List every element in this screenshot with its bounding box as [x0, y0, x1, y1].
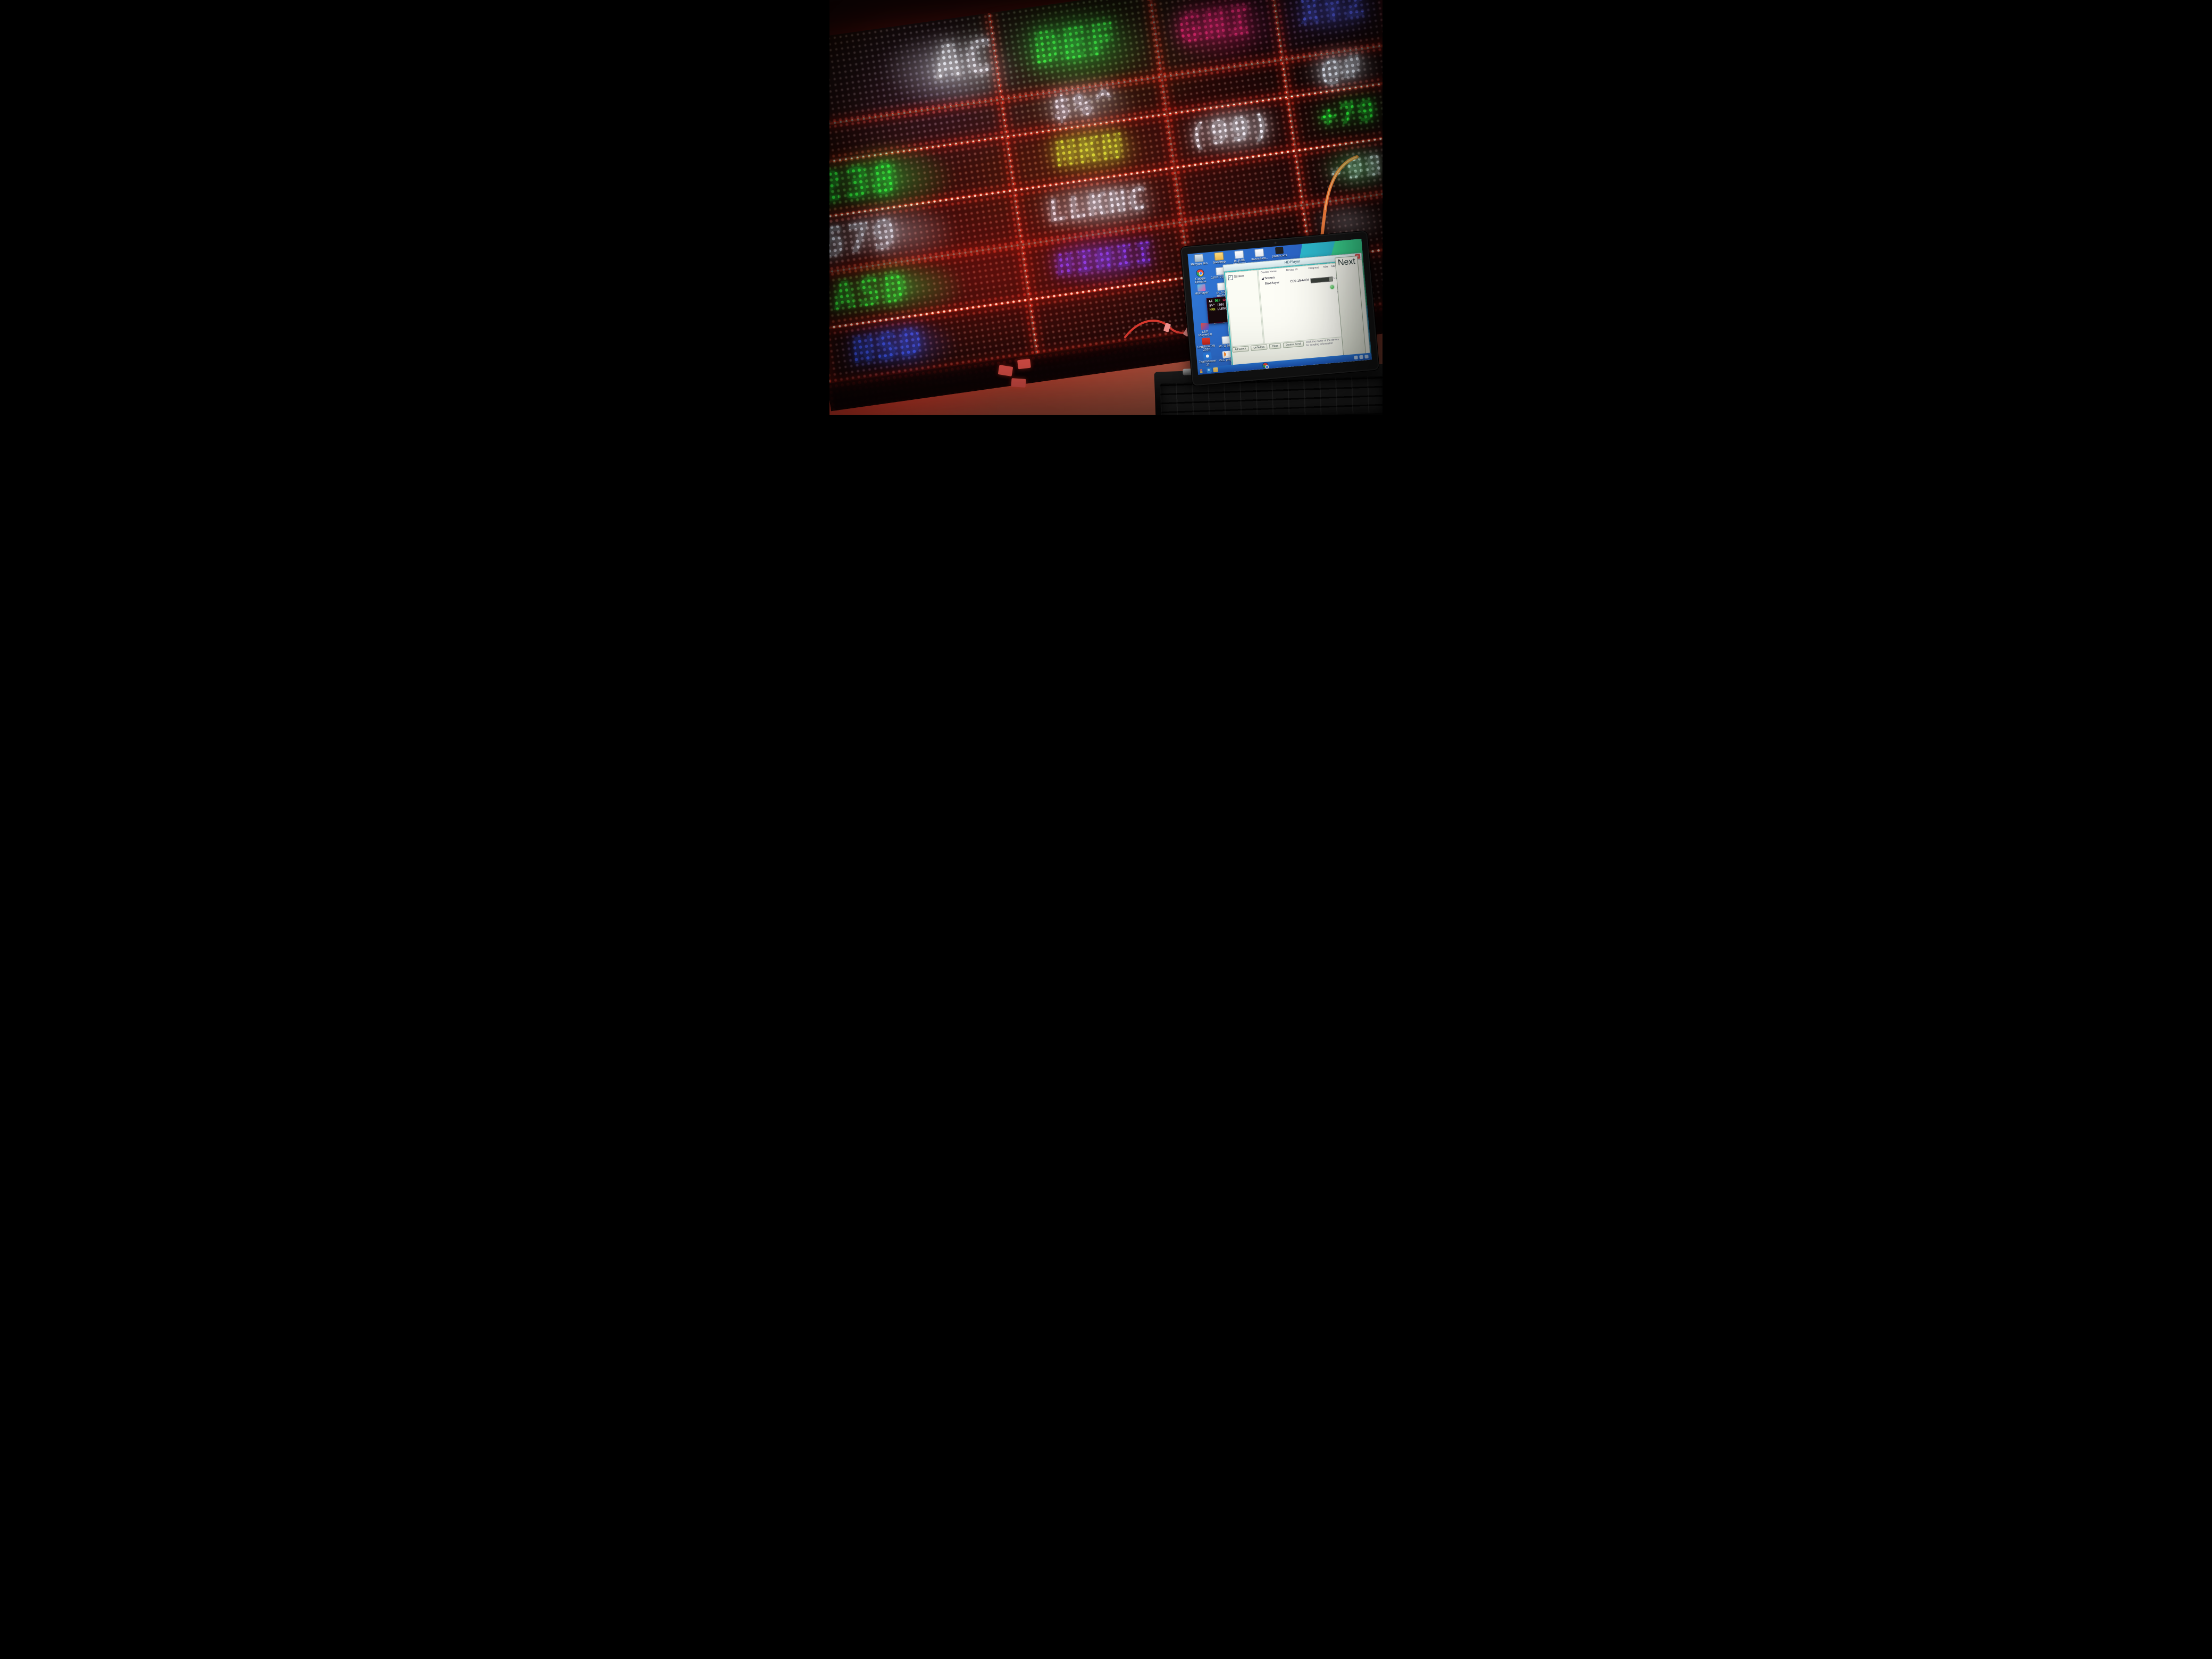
webcam-icon — [1274, 241, 1277, 245]
icon-doc-invoice[interactable]: invoice-eb.. — [1249, 248, 1269, 261]
chrome-icon — [1195, 269, 1204, 278]
recycle-bin-icon — [1194, 254, 1204, 263]
screen-list-panel: ✓ Screen — [1225, 270, 1264, 347]
desktop-icons: Recycle Bin Google Chrome HDPlayer LED P… — [1189, 247, 1287, 366]
next-button[interactable]: Next — [1335, 255, 1368, 370]
unselect-button[interactable]: UnSelect — [1251, 344, 1268, 351]
folder-icon — [1213, 252, 1224, 261]
cluster-sending-dialog[interactable]: Cluster Sending × ✓Screen Device Name De… — [1224, 254, 1368, 370]
icon-chrome[interactable]: Google Chrome — [1190, 268, 1210, 284]
all-select-button[interactable]: All Select — [1232, 346, 1249, 353]
chrome-taskbar-icon[interactable] — [1262, 362, 1269, 369]
tray-icon[interactable] — [1359, 355, 1363, 359]
icon-teamviewer[interactable]: TeamViewer 11 — [1197, 352, 1218, 367]
image-icon — [1275, 247, 1284, 255]
status-ok-icon — [1330, 284, 1335, 289]
red-foam-pad — [1017, 358, 1031, 370]
red-foam-pad — [998, 365, 1013, 376]
device-send-button[interactable]: Device Send — [1283, 341, 1304, 348]
laptop-screen: Recycle Bin Google Chrome HDPlayer LED P… — [1180, 230, 1380, 387]
icon-folder-sandeep[interactable]: Sandeep — [1209, 252, 1229, 265]
hdplayer-icon — [1197, 284, 1206, 292]
teamviewer-icon — [1203, 352, 1212, 360]
start-button-icon[interactable] — [1200, 368, 1205, 374]
led-player-icon — [1200, 322, 1209, 331]
ledshowtw-icon — [1201, 337, 1210, 345]
icon-recycle-bin[interactable]: Recycle Bin — [1189, 253, 1209, 266]
icon-hdplayer[interactable]: HDPlayer — [1192, 283, 1212, 296]
icon-pixel-icons[interactable]: pixel icons — [1269, 246, 1289, 258]
internet-explorer-icon[interactable] — [1206, 367, 1212, 373]
system-tray[interactable] — [1354, 354, 1370, 360]
icon-ledshowtw[interactable]: LedshowTW 2018 — [1196, 337, 1216, 353]
vlc-icon — [1222, 350, 1231, 358]
document-icon — [1254, 248, 1264, 257]
document-icon — [1234, 250, 1244, 259]
windows-desktop: Recycle Bin Google Chrome HDPlayer LED P… — [1187, 239, 1372, 375]
clear-button[interactable]: Clear — [1269, 343, 1281, 349]
tray-icon[interactable] — [1354, 355, 1358, 360]
photo-scene: AC DEF GHI XYZ $%^ @# 238 NKN (99) +79 6… — [830, 0, 1382, 415]
file-explorer-icon[interactable] — [1213, 367, 1218, 373]
laptop: Recycle Bin Google Chrome HDPlayer LED P… — [1154, 230, 1382, 415]
red-foam-pad — [1011, 378, 1026, 388]
progress-bar — [1310, 276, 1333, 283]
tree-row-screen[interactable]: ◢ Screen — [1261, 276, 1275, 281]
device-name[interactable]: BoxPlayer — [1264, 281, 1280, 286]
device-id: C30-15-A494 — [1290, 278, 1310, 284]
tray-icon[interactable] — [1364, 354, 1369, 359]
progress-fill — [1311, 277, 1330, 283]
checkbox-checked-icon[interactable]: ✓ — [1228, 275, 1234, 281]
